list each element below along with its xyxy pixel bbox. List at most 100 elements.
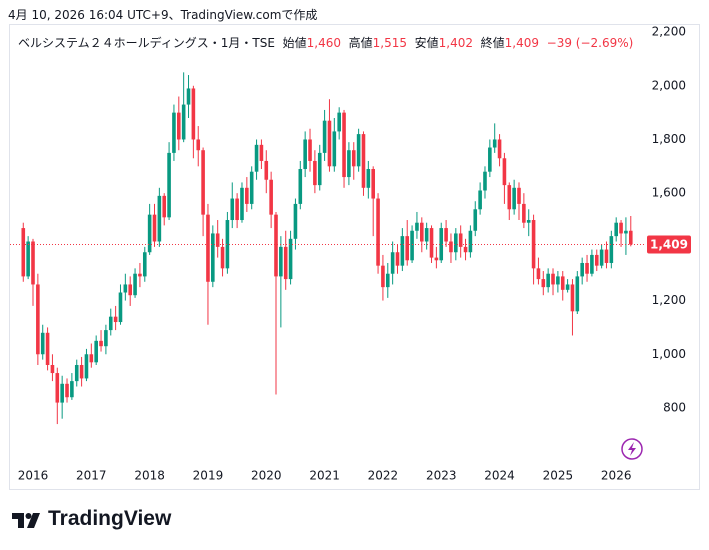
candle-body [162, 195, 167, 218]
candle-body [429, 228, 434, 258]
high-label: 高値 [348, 36, 373, 50]
candle-body [249, 171, 254, 204]
candle-body [89, 354, 94, 363]
candle-body [342, 112, 346, 178]
brand: TradingView [48, 507, 172, 530]
candle-body [546, 273, 550, 288]
candle-body [269, 179, 273, 215]
symbol: ベルシステム２４ホールディングス・1月・TSE [18, 36, 275, 50]
candle-body [551, 273, 555, 285]
candle-body [152, 214, 157, 242]
y-tick-label: 800 [663, 400, 686, 414]
x-tick-label: 2023 [426, 469, 457, 483]
candle-body [381, 265, 385, 288]
candle-body [332, 131, 337, 167]
logo-icon [12, 513, 40, 528]
high-value: 1,515 [372, 36, 407, 50]
candle-body [405, 236, 410, 261]
candle-body [50, 365, 55, 374]
change: −39 (−2.69%) [546, 36, 634, 50]
candle-body [468, 230, 473, 253]
candle-body [157, 195, 162, 242]
candle-body [235, 198, 239, 221]
x-tick-label: 2018 [134, 469, 165, 483]
candle-body [570, 284, 575, 312]
candle-body [624, 230, 628, 234]
candle-body [376, 198, 380, 266]
candle-body [444, 228, 448, 242]
candle-body [84, 354, 89, 379]
candle-body [225, 220, 230, 269]
y-tick-label: 1,600 [652, 186, 686, 200]
candle-body [575, 276, 580, 312]
candle-body [31, 241, 35, 285]
candle-body [351, 150, 356, 167]
candle-body [293, 203, 298, 239]
candle-body [215, 233, 220, 247]
candle-body [628, 230, 633, 245]
candle-body [502, 158, 507, 186]
close-value: 1,409 [504, 36, 540, 50]
candle-body [478, 190, 482, 210]
x-tick-label: 2020 [251, 469, 282, 483]
candle-body [118, 292, 123, 323]
candle-body [473, 209, 478, 231]
x-tick-label: 2021 [309, 469, 340, 483]
candle-body [609, 236, 614, 263]
candle-body [201, 150, 205, 215]
candle-body [449, 241, 453, 253]
candle-body [356, 134, 361, 167]
candle-body [497, 139, 502, 159]
candle-body [366, 169, 371, 188]
candle-body [488, 147, 492, 172]
candle-body [590, 254, 594, 274]
candle-body [99, 340, 103, 347]
candle-body [186, 88, 191, 105]
candle-body [167, 152, 171, 218]
ohlc-legend: ベルシステム２４ホールディングス・1月・TSE 始値1,460 高値1,515 … [18, 34, 633, 51]
candle-body [264, 160, 269, 180]
candle-body [298, 169, 303, 204]
candle-body [522, 203, 526, 223]
candle-body [123, 284, 128, 293]
x-tick-label: 2019 [193, 469, 224, 483]
candle-body [415, 222, 419, 231]
candle-body [599, 249, 604, 266]
last-price-tag [647, 235, 691, 254]
candle-body [108, 316, 113, 331]
alert-bolt [628, 442, 636, 456]
y-tick-label: 2,200 [652, 25, 686, 39]
candle-body [463, 246, 468, 253]
candle-body [585, 262, 589, 274]
candle-body [245, 187, 249, 204]
candle-body [65, 383, 69, 398]
close-label: 終値 [480, 36, 505, 50]
chart-frame [9, 24, 700, 490]
candle-body [142, 252, 147, 277]
candle-body [390, 252, 395, 274]
candle-body [259, 144, 264, 161]
x-tick-label: 2025 [543, 469, 574, 483]
candle-body [172, 112, 176, 153]
y-tick-label: 1,000 [652, 347, 686, 361]
candle-body [517, 187, 521, 204]
candle-body [420, 222, 424, 242]
open-value: 1,460 [306, 36, 341, 50]
low-value: 1,402 [438, 36, 474, 50]
candle-body [313, 160, 317, 186]
candle-body [104, 330, 108, 347]
candle-body [580, 262, 584, 277]
candle-body [507, 185, 512, 210]
candle-body [322, 120, 327, 153]
candle-body [181, 104, 186, 140]
candle-body [619, 222, 623, 234]
x-tick-label: 2017 [76, 469, 107, 483]
candle-body [337, 112, 341, 132]
candle-body [424, 228, 429, 242]
low-label: 安値 [414, 36, 439, 50]
candle-body [400, 236, 405, 266]
candle-body [36, 284, 40, 355]
candle-body [556, 276, 560, 285]
